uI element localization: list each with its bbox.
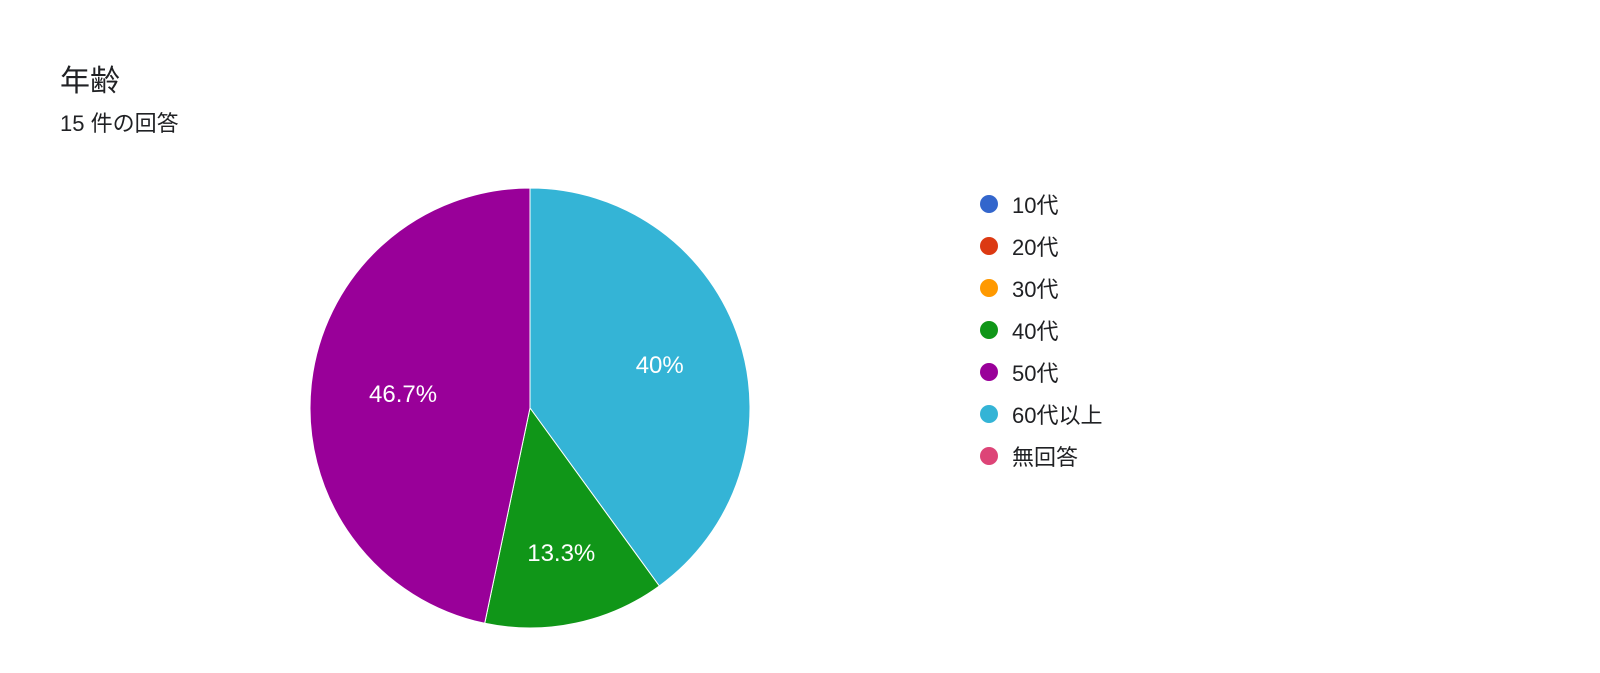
chart-row: 40% 13.3% 46.7% 10代 20代 30代 40代 50代 60代以上無回答	[60, 188, 1540, 628]
legend-dot-icon	[980, 405, 998, 423]
legend-item: 20代	[980, 230, 1102, 262]
legend-item: 60代以上	[980, 398, 1102, 430]
legend-label: 10代	[1012, 188, 1058, 220]
chart-title: 年齢	[60, 56, 1540, 100]
legend-label: 60代以上	[1012, 398, 1102, 430]
legend-label: 無回答	[1012, 440, 1078, 472]
legend-label: 50代	[1012, 356, 1058, 388]
pie-slice-label: 13.3%	[527, 540, 595, 568]
legend-dot-icon	[980, 195, 998, 213]
legend-dot-icon	[980, 279, 998, 297]
legend-item: 50代	[980, 356, 1102, 388]
legend-dot-icon	[980, 447, 998, 465]
legend-dot-icon	[980, 363, 998, 381]
legend-label: 30代	[1012, 272, 1058, 304]
legend-item: 40代	[980, 314, 1102, 346]
legend-item: 無回答	[980, 440, 1102, 472]
legend-dot-icon	[980, 237, 998, 255]
legend-label: 20代	[1012, 230, 1058, 262]
legend-item: 10代	[980, 188, 1102, 220]
chart-container: 年齢 15 件の回答 40% 13.3% 46.7% 10代 20代 30代 40代 50代…	[0, 0, 1600, 673]
pie-slice-label: 46.7%	[369, 381, 437, 409]
chart-subtitle: 15 件の回答	[60, 106, 1540, 138]
legend-item: 30代	[980, 272, 1102, 304]
legend-label: 40代	[1012, 314, 1058, 346]
legend: 10代 20代 30代 40代 50代 60代以上無回答	[980, 188, 1102, 482]
pie-chart: 40% 13.3% 46.7%	[310, 188, 750, 628]
legend-dot-icon	[980, 321, 998, 339]
pie-slice-label: 40%	[636, 352, 684, 380]
